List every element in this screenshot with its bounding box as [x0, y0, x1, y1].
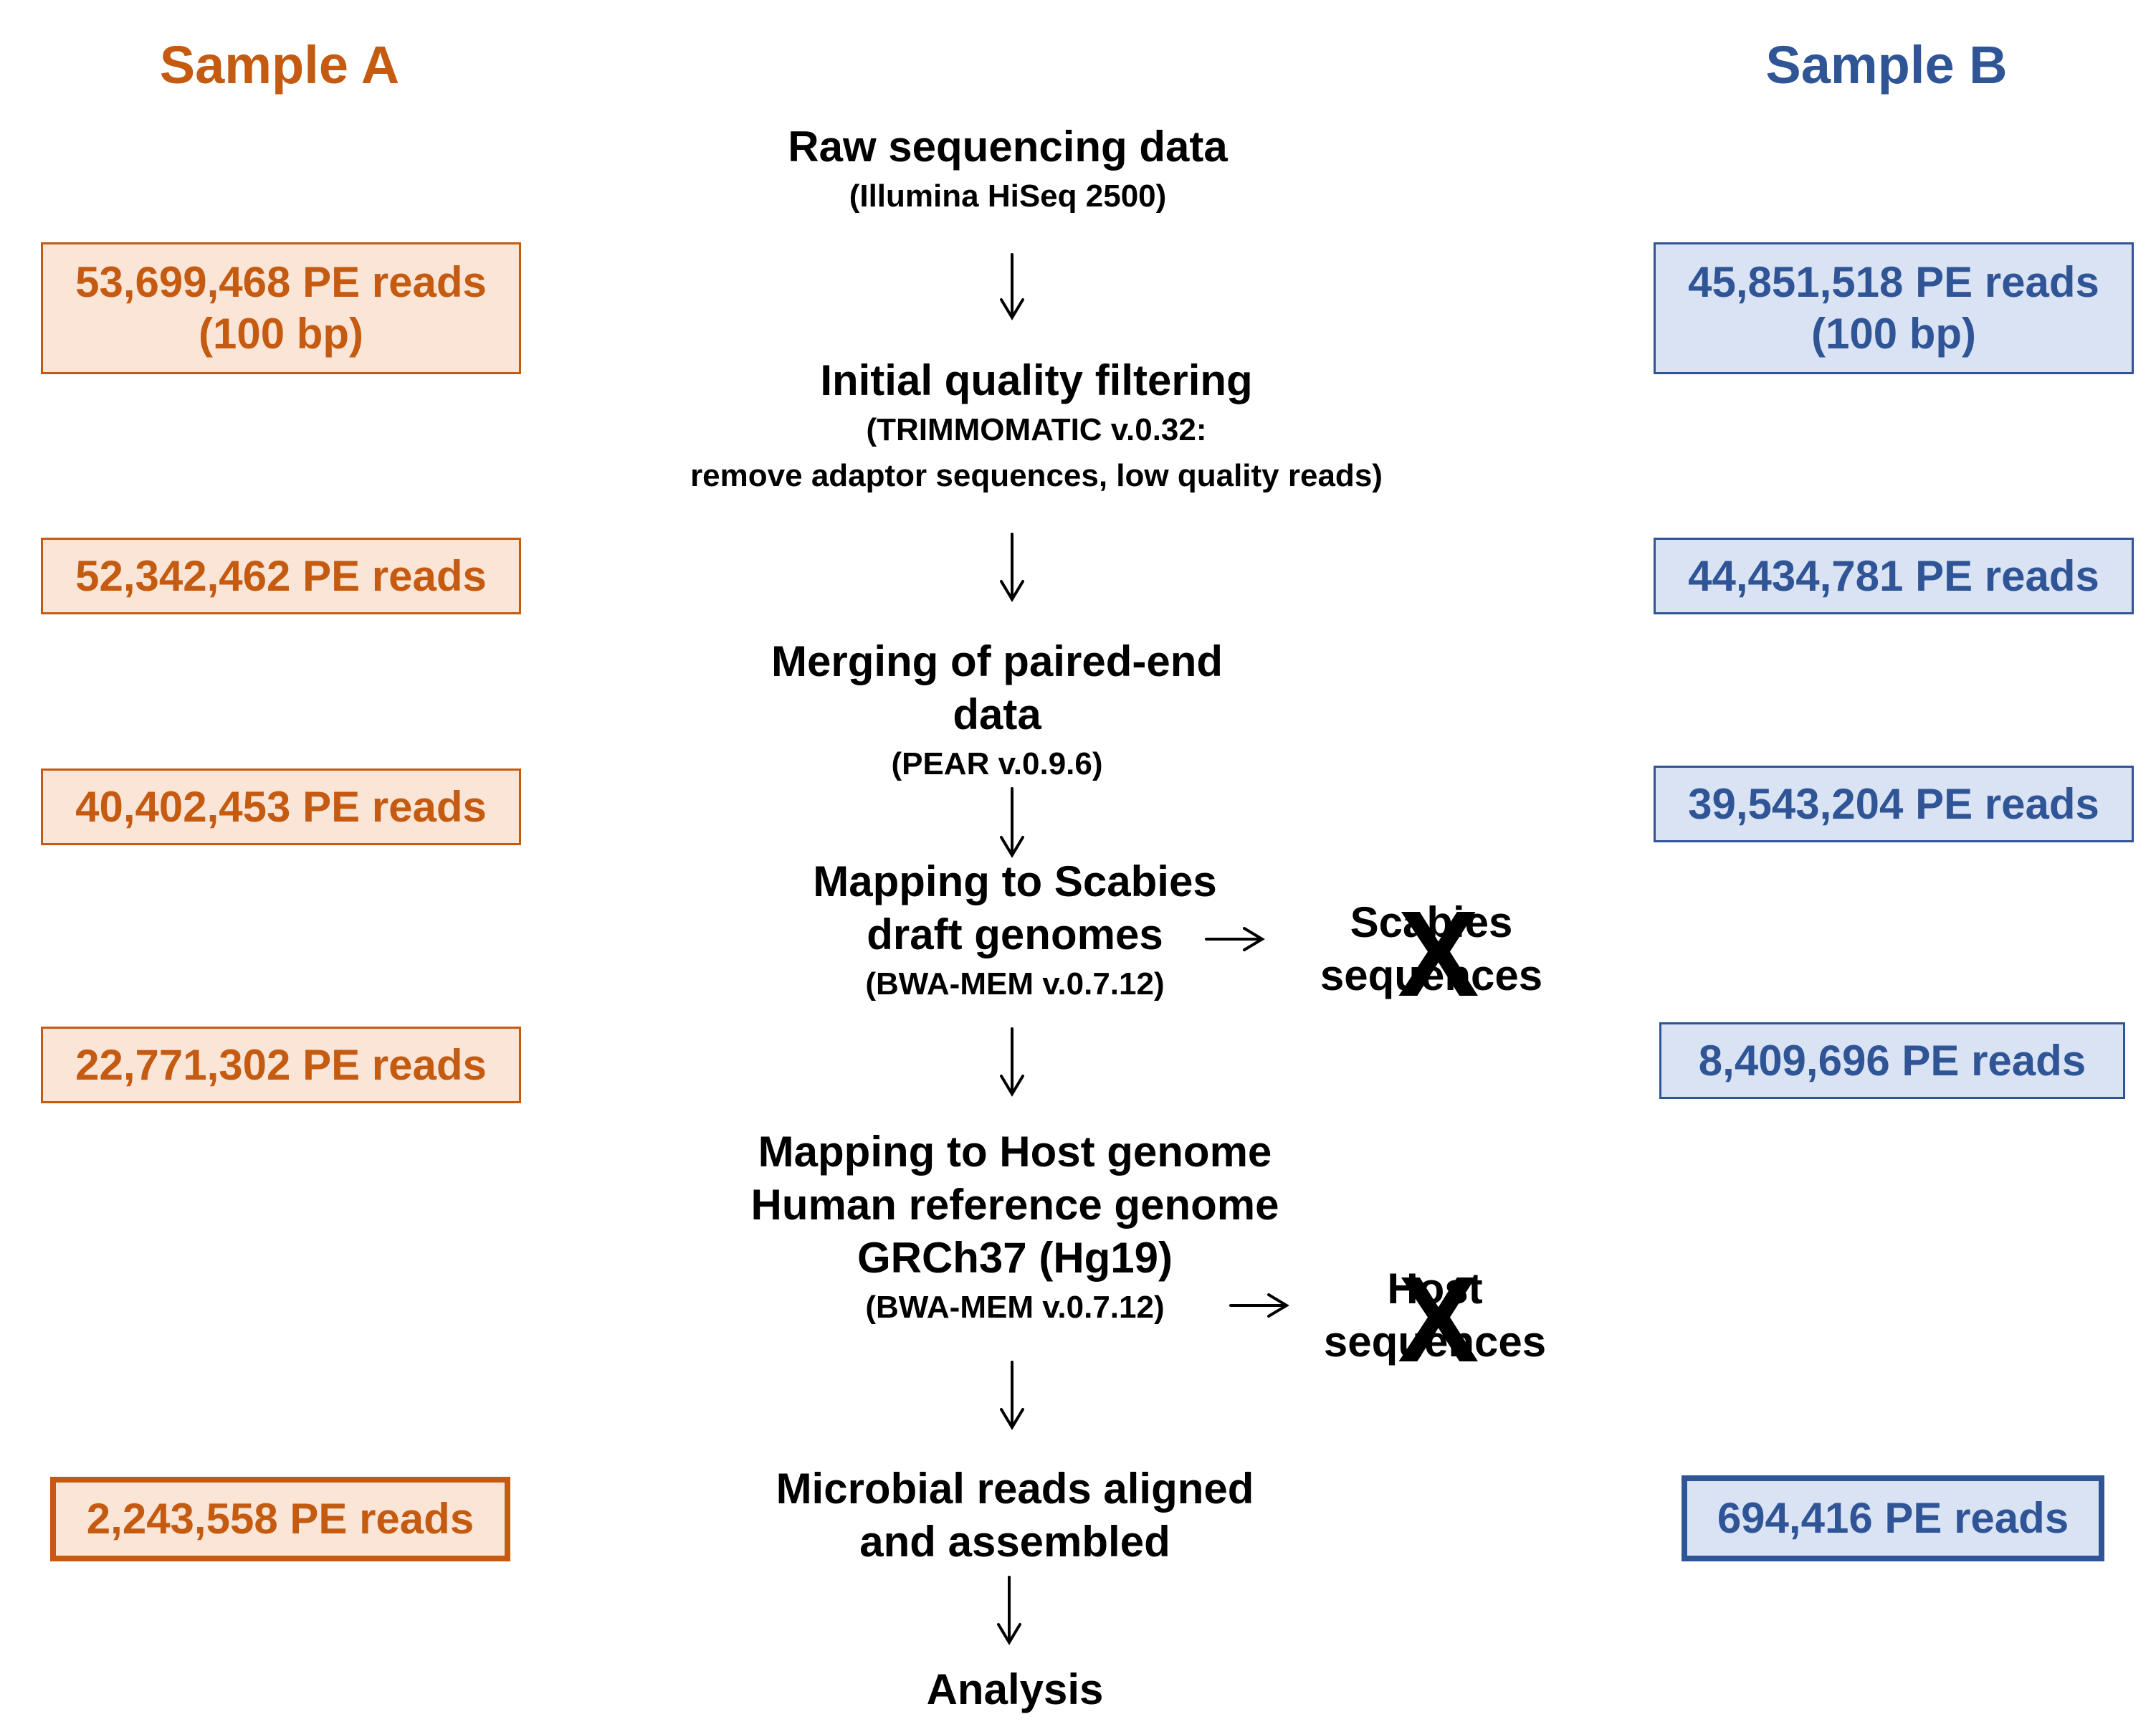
- sample-a-title: Sample A: [159, 35, 400, 95]
- step-microbial-title-2: and assembled: [859, 1518, 1170, 1566]
- sample-b-count-filtered-reads: 44,434,781 PE reads: [1688, 551, 2099, 600]
- arrow-down-6: [997, 1576, 1021, 1645]
- step-scabies-title-2: draft genomes: [867, 910, 1163, 958]
- removed-scabies-line-2: sequences: [1320, 951, 1543, 999]
- sample-a-count-scabies-removed-reads: 22,771,302 PE reads: [75, 1040, 487, 1089]
- removed-host-line-2: sequences: [1323, 1318, 1547, 1366]
- sample-b-count-final: 694,416 PE reads: [1682, 1475, 2104, 1561]
- removed-scabies-x-mark: X: [1398, 886, 1479, 1022]
- sample-b-title: Sample B: [1765, 35, 2008, 95]
- sample-a-count-filtered: 52,342,462 PE reads: [41, 538, 521, 614]
- arrow-down-1: [1000, 253, 1024, 320]
- step-merging-title-2: data: [953, 690, 1041, 738]
- arrow-down-4: [1000, 1027, 1024, 1097]
- step-merging-subtitle: (PEAR v.0.9.6): [891, 746, 1103, 781]
- sample-a-count-merged: 40,402,453 PE reads: [41, 769, 521, 845]
- step-analysis-title: Analysis: [926, 1665, 1104, 1713]
- removed-host-sequences: Host sequences: [1277, 1262, 1593, 1369]
- removed-scabies-sequences: Scabies sequences: [1274, 896, 1589, 1002]
- sample-a-count-raw: 53,699,468 PE reads (100 bp): [41, 242, 521, 374]
- step-quality-subtitle-2: remove adaptor sequences, low quality re…: [690, 458, 1383, 493]
- arrow-down-2: [1000, 533, 1024, 602]
- sample-a-count-scabies-removed: 22,771,302 PE reads: [41, 1027, 521, 1103]
- sample-b-count-scabies-removed: 8,409,696 PE reads: [1659, 1022, 2125, 1099]
- arrow-right-scabies: [1205, 927, 1265, 951]
- sample-a-count-filtered-reads: 52,342,462 PE reads: [75, 551, 487, 600]
- sample-b-count-raw-reads: 45,851,518 PE reads: [1688, 258, 2099, 306]
- step-scabies-subtitle: (BWA-MEM v.0.7.12): [865, 966, 1165, 1001]
- step-host-subtitle: (BWA-MEM v.0.7.12): [865, 1290, 1165, 1325]
- step-host-title-3: GRCh37 (Hg19): [857, 1234, 1173, 1282]
- step-raw-title: Raw sequencing data: [788, 123, 1228, 171]
- sample-b-count-merged-reads: 39,543,204 PE reads: [1688, 779, 2099, 828]
- step-analysis: Analysis: [764, 1663, 1266, 1716]
- sample-a-count-raw-length: (100 bp): [198, 310, 364, 358]
- sample-b-count-raw: 45,851,518 PE reads (100 bp): [1654, 242, 2134, 374]
- sample-a-count-final: 2,243,558 PE reads: [50, 1477, 510, 1561]
- step-merging: Merging of paired-end data (PEAR v.0.9.6…: [710, 635, 1284, 787]
- step-quality-filtering: Initial quality filtering (TRIMMOMATIC v…: [578, 354, 1495, 499]
- arrow-down-3: [1000, 787, 1024, 858]
- sample-b-count-final-reads: 694,416 PE reads: [1717, 1494, 2069, 1542]
- step-microbial-reads: Microbial reads aligned and assembled: [728, 1462, 1302, 1569]
- sample-b-count-scabies-removed-reads: 8,409,696 PE reads: [1698, 1036, 2086, 1085]
- step-merging-title-1: Merging of paired-end: [771, 637, 1223, 685]
- sample-a-count-raw-reads: 53,699,468 PE reads: [75, 258, 487, 306]
- arrow-right-host: [1229, 1293, 1289, 1318]
- step-host-title-1: Mapping to Host genome: [758, 1128, 1272, 1176]
- step-scabies-title-1: Mapping to Scabies: [813, 857, 1217, 905]
- step-raw-sequencing: Raw sequencing data (Illumina HiSeq 2500…: [721, 120, 1294, 219]
- step-microbial-title-1: Microbial reads aligned: [776, 1465, 1254, 1513]
- sample-b-count-raw-length: (100 bp): [1811, 310, 1977, 358]
- removed-host-line-1: Host: [1387, 1265, 1483, 1313]
- step-mapping-scabies: Mapping to Scabies draft genomes (BWA-ME…: [728, 855, 1302, 1007]
- step-host-title-2: Human reference genome: [750, 1181, 1279, 1229]
- sample-b-count-filtered: 44,434,781 PE reads: [1654, 538, 2134, 614]
- sample-a-count-merged-reads: 40,402,453 PE reads: [75, 782, 487, 831]
- sample-b-count-merged: 39,543,204 PE reads: [1654, 766, 2134, 842]
- arrow-down-5: [1000, 1361, 1024, 1430]
- step-mapping-host: Mapping to Host genome Human reference g…: [692, 1126, 1337, 1331]
- sample-a-count-final-reads: 2,243,558 PE reads: [86, 1495, 474, 1543]
- removed-scabies-line-1: Scabies: [1350, 898, 1513, 946]
- step-quality-subtitle-1: (TRIMMOMATIC v.0.32:: [866, 412, 1207, 447]
- step-raw-subtitle: (Illumina HiSeq 2500): [849, 179, 1167, 214]
- removed-host-x-mark: X: [1398, 1252, 1479, 1388]
- step-quality-title: Initial quality filtering: [820, 356, 1253, 404]
